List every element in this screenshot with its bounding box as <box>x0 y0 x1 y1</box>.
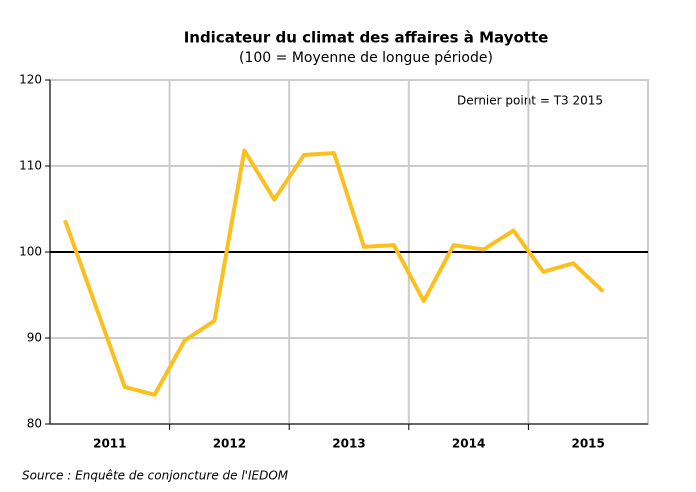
annotation: Dernier point = T3 2015 <box>457 94 603 108</box>
source: Source : Enquête de conjoncture de l'IED… <box>22 469 289 483</box>
x-tick-label: 2015 <box>571 437 604 451</box>
y-tick-label: 100 <box>19 245 42 259</box>
x-tick-label: 2014 <box>452 437 485 451</box>
x-tick-label: 2012 <box>213 437 246 451</box>
x-tick-label: 2011 <box>93 437 126 451</box>
x-tick-label: 2013 <box>332 437 365 451</box>
chart-title: Indicateur du climat des affaires à Mayo… <box>184 29 549 47</box>
y-tick-label: 80 <box>27 417 42 431</box>
chart-subtitle: (100 = Moyenne de longue période) <box>239 50 493 66</box>
y-tick-label: 90 <box>27 331 42 345</box>
line <box>63 148 605 397</box>
y-tick-label: 110 <box>19 159 42 173</box>
y-tick-label: 120 <box>19 73 42 87</box>
